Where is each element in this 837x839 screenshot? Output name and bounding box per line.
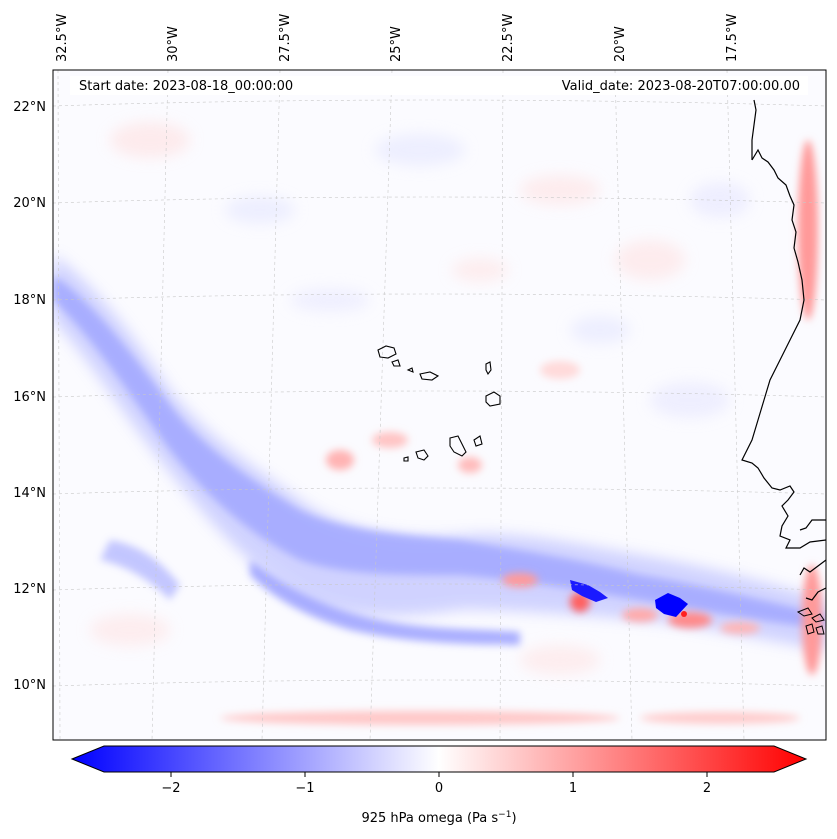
coastline-north-stub [751, 99, 757, 160]
colorbar-label-text: 925 hPa omega (Pa s [361, 811, 498, 826]
valid-date-label: Valid_date: 2023-08-20T07:00:00.00 [562, 79, 800, 94]
lat-label-12n: 12°N [13, 582, 46, 597]
lat-label-22n: 22°N [13, 100, 46, 115]
lon-label-20w: 20°W [613, 26, 628, 62]
header-box [70, 76, 808, 95]
background-texture [90, 122, 750, 675]
colorbar-ticks [170, 772, 708, 777]
cb-tick-minus-2: −2 [161, 781, 180, 796]
lon-label-25w: 25°W [389, 26, 404, 62]
start-date-label: Start date: 2023-08-18_00:00:00 [79, 79, 293, 94]
cb-tick-0: 0 [435, 781, 443, 796]
latitude-labels: 22°N 20°N 18°N 16°N 14°N 12°N 10°N [13, 100, 46, 693]
lon-label-32-5w: 32.5°W [55, 14, 70, 62]
lon-label-30w: 30°W [166, 26, 181, 62]
cb-tick-2: 2 [703, 781, 711, 796]
cb-tick-1: 1 [569, 781, 577, 796]
colorbar-bar [70, 745, 808, 773]
colorbar-label-exp: −1 [498, 810, 511, 820]
convergence-band [53, 255, 826, 650]
colorbar-label: 925 hPa omega (Pa s−1) [361, 810, 516, 826]
coastline-south [799, 519, 826, 601]
lat-label-20n: 20°N [13, 196, 46, 211]
cape-verde-islands [377, 345, 501, 462]
bijagos-islands [796, 607, 825, 635]
african-coastline [741, 148, 826, 549]
longitude-labels: 32.5°W 30°W 27.5°W 25°W 22.5°W 20°W 17.5… [55, 14, 740, 62]
lat-label-18n: 18°N [13, 293, 46, 308]
cb-tick-minus-1: −1 [295, 781, 314, 796]
colorbar: −2 −1 0 1 2 925 hPa omega (Pa s−1) [70, 745, 808, 826]
colorbar-label-close: ) [511, 811, 516, 826]
gridlines [53, 70, 826, 740]
map-frame [52, 69, 827, 741]
lon-label-22-5w: 22.5°W [501, 14, 516, 62]
omega-field [53, 70, 826, 740]
lat-label-16n: 16°N [13, 390, 46, 405]
subsidence-patches [220, 140, 822, 725]
strong-ascent-cores [570, 580, 688, 617]
lon-label-17-5w: 17.5°W [725, 14, 740, 62]
lat-label-14n: 14°N [13, 486, 46, 501]
lon-label-27-5w: 27.5°W [278, 14, 293, 62]
lat-label-10n: 10°N [13, 678, 46, 693]
